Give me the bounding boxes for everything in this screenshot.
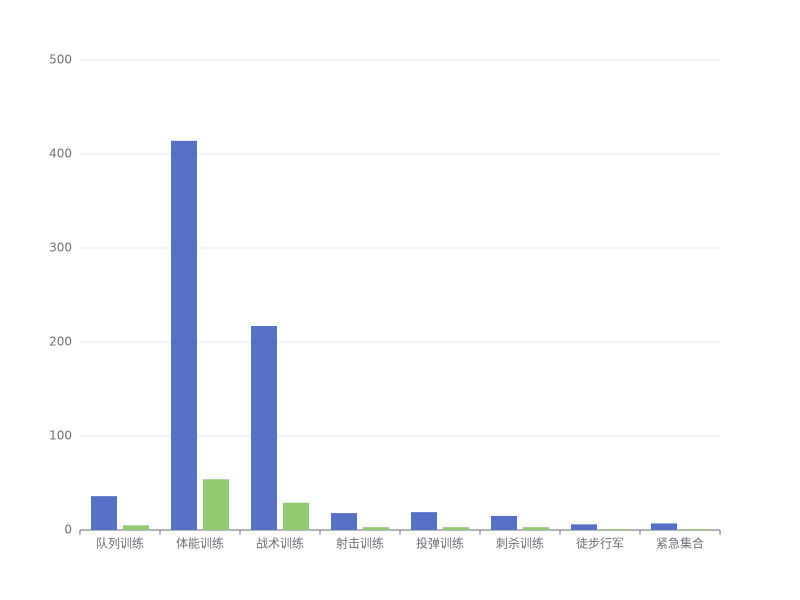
- x-tick-label: 紧急集合: [656, 536, 704, 551]
- bar: [443, 527, 469, 530]
- y-tick-label: 200: [49, 335, 72, 349]
- bar: [251, 326, 277, 530]
- x-tick-label: 队列训练: [96, 536, 144, 551]
- bar: [651, 523, 677, 530]
- x-tick-label: 投弹训练: [416, 536, 464, 551]
- y-tick-label: 500: [49, 53, 72, 67]
- bar: [603, 529, 629, 530]
- bar: [411, 512, 437, 530]
- y-tick-label: 100: [49, 429, 72, 443]
- x-tick-label: 体能训练: [176, 536, 224, 551]
- bar: [571, 524, 597, 530]
- y-tick-label: 0: [64, 523, 72, 537]
- bar: [171, 140, 197, 530]
- bar: [91, 496, 117, 530]
- bar: [331, 513, 357, 530]
- bar: [523, 527, 549, 530]
- x-tick-label: 射击训练: [336, 536, 384, 551]
- x-tick-label: 徒步行军: [576, 537, 624, 551]
- bar: [123, 525, 149, 530]
- x-tick-label: 战术训练: [256, 536, 304, 551]
- y-tick-label: 400: [49, 147, 72, 161]
- x-tick-label: 刺杀训练: [496, 536, 544, 551]
- bar: [683, 529, 709, 530]
- bar: [491, 515, 517, 530]
- bar: [203, 479, 229, 530]
- y-tick-label: 300: [49, 241, 72, 255]
- bar: [283, 502, 309, 530]
- bar: [363, 527, 389, 530]
